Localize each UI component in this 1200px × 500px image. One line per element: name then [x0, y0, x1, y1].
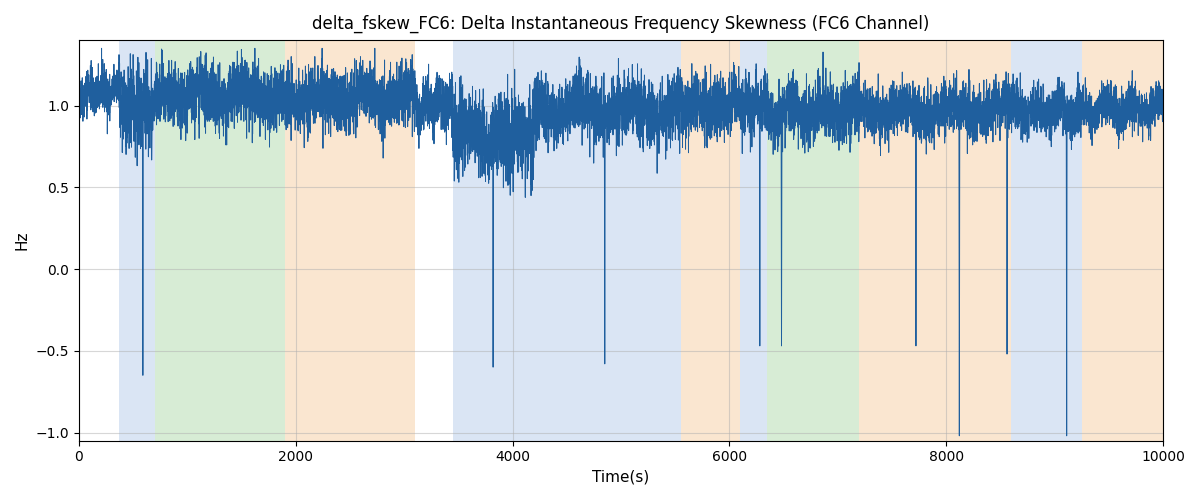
- Bar: [680, 40, 740, 440]
- Bar: [1081, 40, 1163, 440]
- X-axis label: Time(s): Time(s): [593, 470, 649, 485]
- Bar: [740, 40, 767, 440]
- Bar: [767, 40, 859, 440]
- Y-axis label: Hz: Hz: [14, 230, 30, 250]
- Bar: [1012, 40, 1081, 440]
- Bar: [155, 40, 284, 440]
- Title: delta_fskew_FC6: Delta Instantaneous Frequency Skewness (FC6 Channel): delta_fskew_FC6: Delta Instantaneous Fre…: [312, 15, 930, 34]
- Bar: [452, 40, 680, 440]
- Bar: [284, 40, 415, 440]
- Bar: [119, 40, 155, 440]
- Bar: [859, 40, 1012, 440]
